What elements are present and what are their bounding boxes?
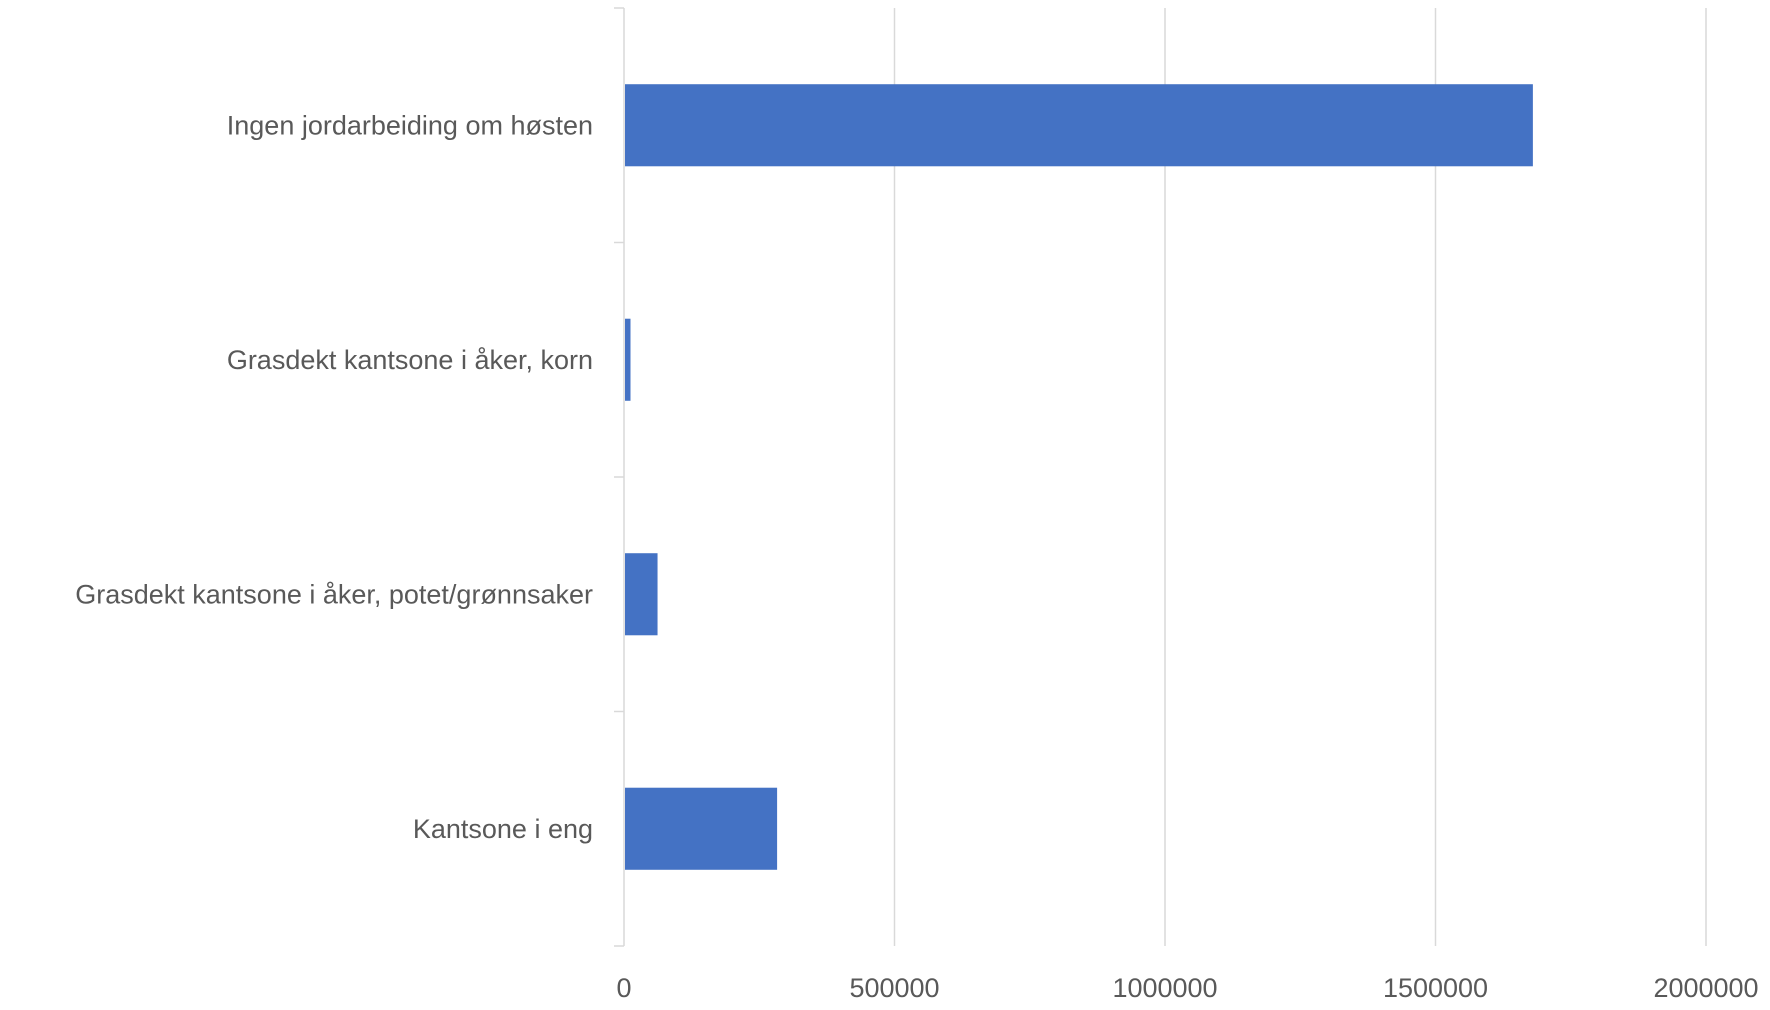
bar [625,84,1533,167]
bar [625,787,778,870]
x-tick-label: 0 [616,973,631,1003]
x-tick-label: 2000000 [1653,973,1758,1003]
category-label: Grasdekt kantsone i åker, potet/grønnsak… [75,579,593,609]
bar [625,318,631,401]
x-tick-label: 1000000 [1112,973,1217,1003]
x-tick-labels: 0 500000 1000000 1500000 2000000 [616,973,1758,1003]
category-label: Kantsone i eng [413,814,593,844]
category-labels: Ingen jordarbeiding om høsten Grasdekt ka… [75,110,593,844]
bars [625,84,1533,870]
category-label: Ingen jordarbeiding om høsten [227,110,593,140]
x-tick-label: 1500000 [1383,973,1488,1003]
category-label: Grasdekt kantsone i åker, korn [227,345,593,375]
category-axis [614,7,625,947]
bar [625,553,658,636]
x-tick-label: 500000 [849,973,939,1003]
